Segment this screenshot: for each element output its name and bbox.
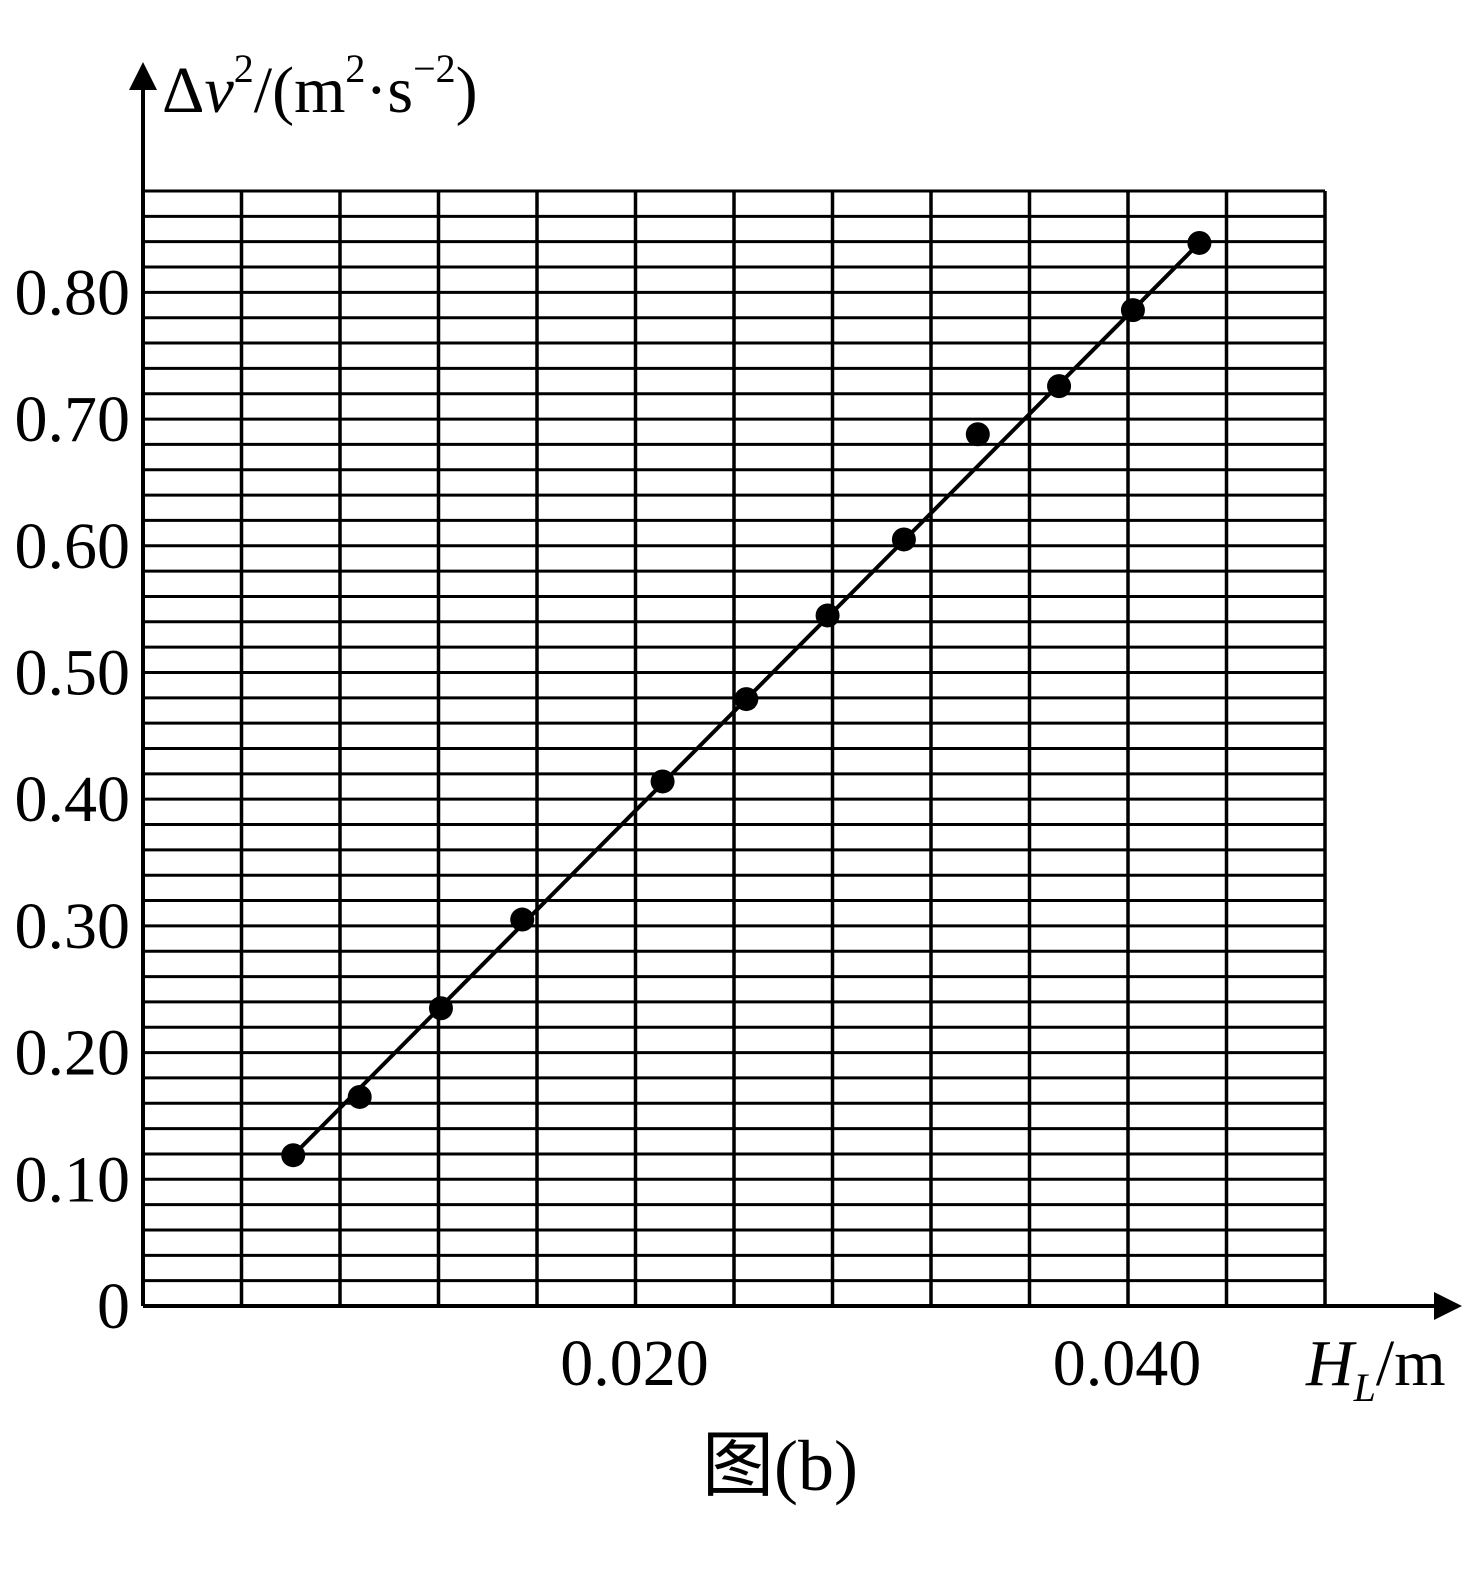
y-tick-label: 0.20	[15, 1017, 131, 1090]
y-tick-label: 0.60	[15, 510, 131, 583]
y-axis-arrow	[129, 62, 157, 90]
x-axis-label-unit: /m	[1376, 1327, 1446, 1400]
data-point	[428, 996, 453, 1021]
data-point	[1120, 298, 1145, 323]
x-tick-labels: 0.020 0.040	[560, 1327, 1201, 1400]
y-axis-label-unit-mid: ·s	[365, 54, 413, 127]
y-tick-labels: 0 0.10 0.20 0.30 0.40 0.50 0.60 0.70 0.80	[15, 256, 131, 1343]
y-tick-label: 0.80	[15, 256, 131, 329]
x-axis-label: HL/m	[1305, 1327, 1446, 1410]
x-axis-label-var: H	[1305, 1327, 1357, 1400]
data-point	[734, 687, 759, 712]
x-axis-label-sub: L	[1353, 1365, 1376, 1410]
y-axis-label-unit-sup2: −2	[413, 46, 456, 91]
data-point	[347, 1084, 372, 1109]
y-axis-label-var: v	[204, 54, 234, 127]
data-point	[650, 769, 675, 794]
y-tick-label: 0.10	[15, 1143, 131, 1216]
y-tick-label: 0.30	[15, 890, 131, 963]
y-axis-label-unit-sup1: 2	[345, 46, 365, 91]
figure-caption: 图(b)	[702, 1426, 858, 1506]
y-tick-label: 0.40	[15, 763, 131, 836]
x-tick-label: 0.040	[1053, 1327, 1202, 1400]
grid-major	[239, 191, 1327, 1306]
data-point	[1187, 230, 1212, 255]
y-axis-label: Δv2/(m2·s−2)	[162, 46, 478, 127]
data-point	[891, 527, 916, 552]
data-point	[281, 1143, 306, 1168]
data-points	[281, 230, 1212, 1168]
data-point	[510, 907, 535, 932]
data-point	[965, 422, 990, 447]
y-tick-label: 0.50	[15, 636, 131, 709]
y-tick-label: 0.70	[15, 383, 131, 456]
x-axis-arrow	[1434, 1292, 1462, 1320]
data-point	[815, 603, 840, 628]
y-tick-label: 0	[97, 1270, 130, 1343]
data-point	[1047, 374, 1072, 399]
y-axis-label-unit-close: )	[456, 54, 478, 127]
y-axis-label-delta: Δ	[162, 54, 204, 127]
x-tick-label: 0.020	[560, 1327, 709, 1400]
y-axis-label-sup: 2	[234, 46, 254, 91]
y-axis-label-unit-open: /(m	[254, 54, 346, 127]
